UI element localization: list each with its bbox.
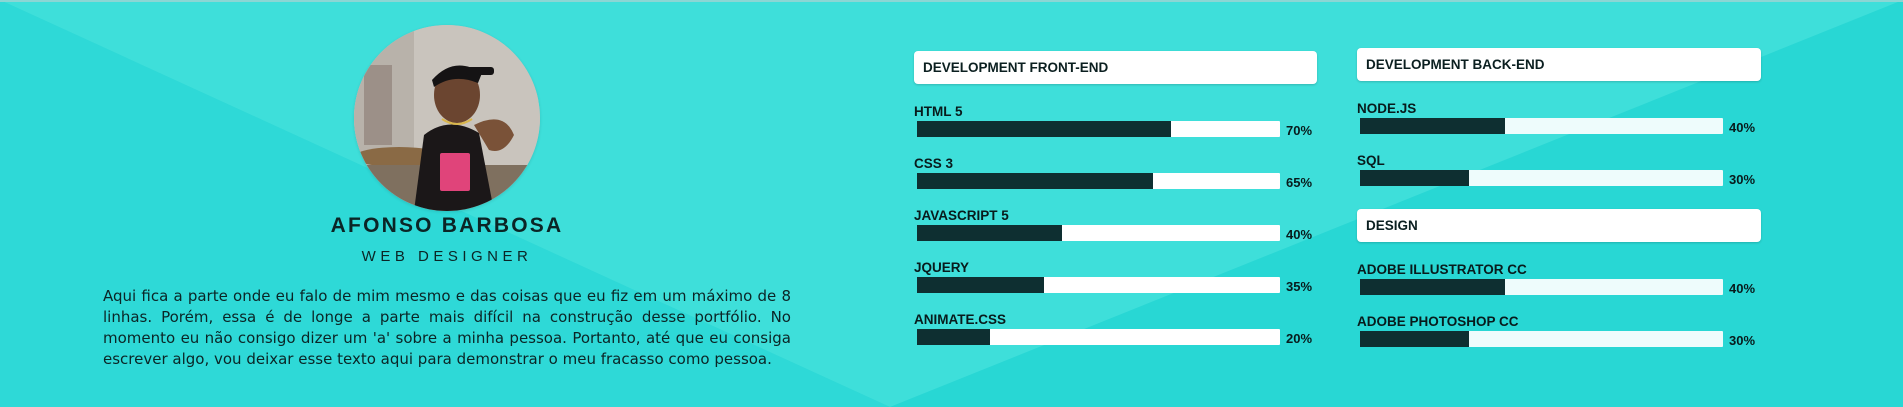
- skill-percent: 65%: [1286, 175, 1313, 190]
- skill-sql: SQL 30%: [1357, 153, 1761, 205]
- profile-role: WEB DESIGNER: [361, 248, 533, 265]
- skill-label: JQUERY: [914, 260, 970, 275]
- skill-percent: 40%: [1729, 281, 1756, 296]
- skill-html5: HTML 5 70%: [914, 104, 1317, 156]
- skill-css3: CSS 3 65%: [914, 156, 1317, 208]
- profile-photo: [354, 25, 540, 211]
- skill-animatecss: ANIMATE.CSS 20%: [914, 312, 1317, 364]
- skill-label: JAVASCRIPT 5: [914, 208, 1009, 223]
- skill-bar-track: [917, 225, 1280, 241]
- skill-bar-fill: [917, 173, 1153, 189]
- skill-percent: 40%: [1729, 120, 1756, 135]
- backend-header: DEVELOPMENT BACK-END: [1357, 48, 1761, 81]
- skill-label: NODE.JS: [1357, 101, 1417, 116]
- skill-illustrator: ADOBE ILLUSTRATOR CC 40%: [1357, 262, 1761, 314]
- frontend-header: DEVELOPMENT FRONT-END: [914, 51, 1317, 84]
- skill-bar-track: [917, 121, 1280, 137]
- skill-bar-fill: [1360, 279, 1506, 295]
- skill-bar-track: [917, 329, 1280, 345]
- skill-bar-fill: [1360, 170, 1469, 186]
- skill-label: SQL: [1357, 153, 1385, 168]
- skill-javascript5: JAVASCRIPT 5 40%: [914, 208, 1317, 260]
- skill-bar-fill: [917, 277, 1045, 293]
- skill-bar-fill: [1360, 331, 1469, 347]
- skill-bar-track: [1360, 279, 1723, 295]
- skill-label: ANIMATE.CSS: [914, 312, 1007, 327]
- skills-backend-design: DEVELOPMENT BACK-END NODE.JS 40% SQL 30%…: [1357, 48, 1761, 366]
- skill-bar-fill: [917, 121, 1172, 137]
- skill-bar-fill: [1360, 118, 1506, 134]
- skill-label: CSS 3: [914, 156, 954, 171]
- skills-frontend: DEVELOPMENT FRONT-END HTML 5 70% CSS 3 6…: [914, 51, 1317, 364]
- skill-label: ADOBE PHOTOSHOP CC: [1357, 314, 1519, 329]
- avatar: [354, 25, 540, 211]
- skill-bar-fill: [917, 329, 990, 345]
- skill-bar-track: [1360, 170, 1723, 186]
- skill-bar-track: [917, 277, 1280, 293]
- profile-name: AFONSO BARBOSA: [330, 214, 564, 237]
- skill-label: HTML 5: [914, 104, 963, 119]
- top-border: [0, 0, 1903, 2]
- design-header: DESIGN: [1357, 209, 1761, 242]
- skill-bar-track: [1360, 331, 1723, 347]
- skill-percent: 20%: [1286, 331, 1313, 346]
- skill-percent: 70%: [1286, 123, 1313, 138]
- skill-percent: 40%: [1286, 227, 1313, 242]
- skill-bar-track: [917, 173, 1280, 189]
- skill-nodejs: NODE.JS 40%: [1357, 101, 1761, 153]
- skill-photoshop: ADOBE PHOTOSHOP CC 30%: [1357, 314, 1761, 366]
- skill-bar-fill: [917, 225, 1063, 241]
- profile-section: AFONSO BARBOSA WEB DESIGNER Aqui fica a …: [0, 0, 890, 407]
- skill-label: ADOBE ILLUSTRATOR CC: [1357, 262, 1527, 277]
- skill-percent: 30%: [1729, 172, 1756, 187]
- profile-bio: Aqui fica a parte onde eu falo de mim me…: [103, 287, 791, 368]
- skill-bar-track: [1360, 118, 1723, 134]
- skill-jquery: JQUERY 35%: [914, 260, 1317, 312]
- skill-percent: 30%: [1729, 333, 1756, 348]
- skill-percent: 35%: [1286, 279, 1313, 294]
